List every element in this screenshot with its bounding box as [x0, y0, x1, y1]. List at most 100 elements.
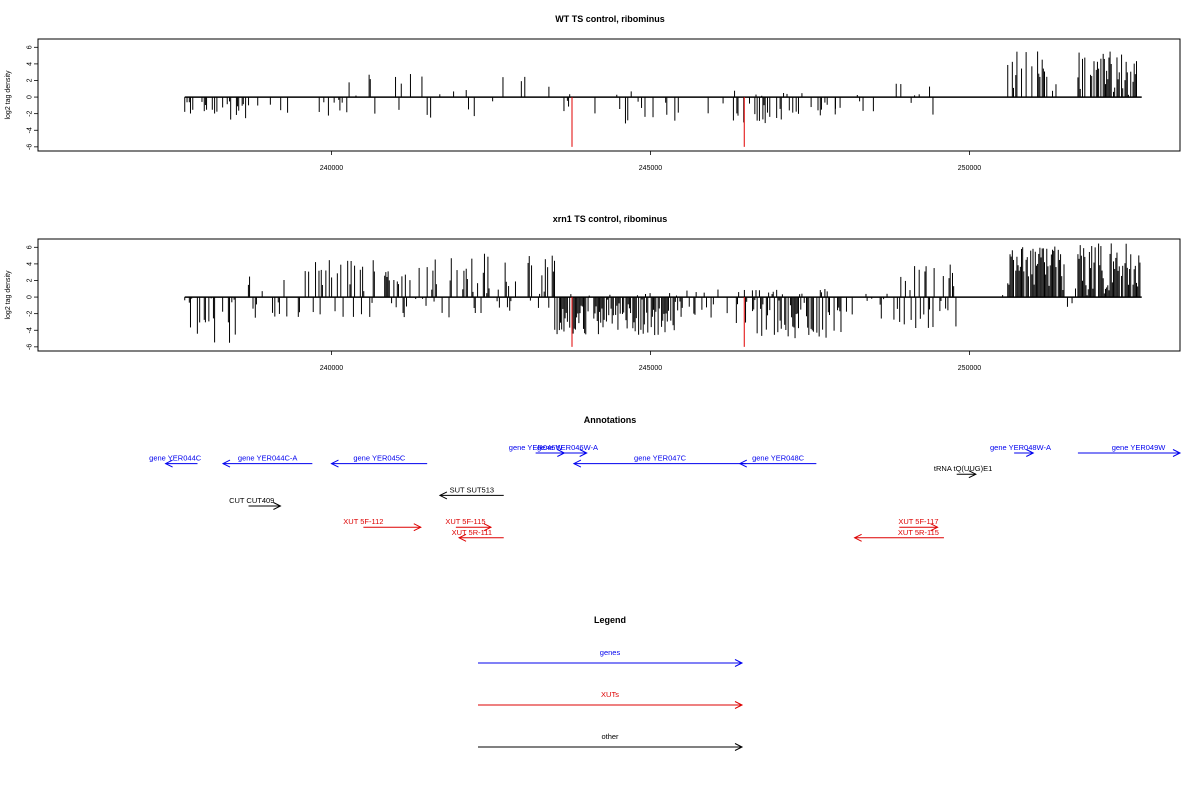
legend-label: other [601, 732, 619, 741]
feature-label: gene YER045C [353, 454, 406, 463]
feature-label: gene YER047C [634, 454, 687, 463]
feature-arrow [363, 523, 422, 532]
feature-arrow [457, 533, 504, 542]
arrow-head [221, 459, 231, 468]
feature-arrow [221, 459, 313, 468]
feature-label: XUT 5F-112 [343, 517, 383, 526]
annotation-feature: gene YER044C-A [221, 454, 313, 468]
panel-title: WT TS control, ribominus [555, 14, 665, 24]
x-tick-label: 250000 [958, 165, 981, 172]
panel-xrn1: xrn1 TS control, ribominus log2 tag dens… [5, 214, 1181, 372]
annotation-feature: gene YER047C [572, 454, 747, 468]
y-tick-label: 4 [26, 62, 33, 66]
feature-arrow [455, 523, 493, 532]
feature-arrow [1077, 449, 1182, 457]
arrow-head [413, 523, 422, 532]
annotation-feature: gene YER049W [1077, 443, 1182, 457]
plot-frame [37, 238, 1181, 352]
feature-arrow [564, 449, 588, 457]
feature-arrow [438, 491, 504, 500]
annotation-feature: gene YER044C [149, 454, 202, 468]
annotations-title: Annotations [584, 415, 637, 425]
feature-label: XUT 5F-115 [445, 517, 485, 526]
y-tick-label: 6 [27, 245, 34, 249]
feature-label: gene YER048W-A [990, 443, 1051, 452]
feature-label: tRNA tQ(UUG)E1 [934, 464, 992, 473]
legend-item: other [478, 732, 744, 751]
annotation-feature: gene YER046W-A [537, 443, 598, 457]
panel-wt: WT TS control, ribominus log2 tag densit… [5, 14, 1181, 172]
feature-label: gene YER049W [1112, 443, 1167, 452]
arrow-head [579, 449, 588, 457]
legend-label: XUTs [601, 690, 619, 699]
x-tick-label: 245000 [639, 165, 662, 172]
feature-label: XUT 5R-111 [452, 528, 492, 537]
x-tick-label: 240000 [320, 365, 343, 372]
x-tick-label: 240000 [320, 165, 343, 172]
arrow-head [738, 459, 748, 468]
legend-item: XUTs [478, 690, 744, 709]
feature-arrow [899, 523, 939, 532]
y-tick-label: -6 [27, 144, 34, 150]
feature-arrow [1014, 449, 1035, 457]
feature-label: gene YER044C [149, 454, 202, 463]
annotation-feature: XUT 5R-115 [853, 528, 944, 542]
arrow-head [968, 470, 977, 479]
x-tick-label: 250000 [958, 365, 981, 372]
arrow-head [930, 523, 939, 532]
arrow-head [734, 743, 744, 751]
y-tick-label: 0 [27, 95, 34, 99]
feature-arrow [248, 502, 282, 510]
arrow-head [483, 523, 493, 532]
legend-panel: Legend genes XUTs other [478, 615, 744, 751]
x-tick-label: 245000 [639, 365, 662, 372]
arrow-head [438, 491, 448, 500]
arrow-head [1026, 449, 1035, 457]
arrow-head [164, 459, 173, 468]
feature-arrow [853, 533, 944, 542]
plot-frame [37, 38, 1181, 152]
annotation-feature: gene YER045C [330, 454, 428, 468]
feature-label: CUT CUT409 [229, 496, 274, 505]
annotation-feature: CUT CUT409 [229, 496, 282, 510]
annotation-feature: XUT 5R-111 [452, 528, 504, 542]
y-tick-label: -2 [27, 310, 34, 316]
y-axis-label: log2 tag density [5, 270, 12, 320]
arrow-head [1172, 449, 1182, 457]
arrow-head [734, 701, 744, 709]
legend-arrow [478, 743, 744, 751]
feature-label: XUT 5R-115 [898, 528, 939, 537]
arrow-head [734, 659, 744, 667]
data-bars [184, 51, 1137, 124]
legend-title: Legend [594, 615, 626, 625]
annotation-feature: XUT 5F-115 [445, 517, 493, 532]
y-tick-label: 4 [27, 262, 34, 266]
y-tick-label: -4 [27, 127, 34, 133]
y-tick-label: 0 [27, 295, 34, 299]
arrow-head [572, 459, 582, 468]
feature-label: gene YER044C-A [238, 454, 297, 463]
y-tick-label: -2 [27, 110, 34, 116]
y-axis-label: log2 tag density [5, 70, 12, 120]
feature-arrow [956, 470, 977, 479]
legend-item: genes [478, 648, 744, 667]
annotation-feature: gene YER048C [738, 454, 817, 468]
annotation-feature: XUT 5F-112 [343, 517, 422, 532]
feature-label: gene YER046W-A [537, 443, 598, 452]
y-tick-label: 2 [27, 278, 34, 282]
arrow-head [457, 533, 467, 542]
feature-label: SUT SUT513 [450, 485, 494, 494]
y-tick-label: 6 [27, 45, 34, 49]
feature-label: gene YER048C [752, 454, 805, 463]
annotations-panel: Annotations gene YER044C gene YER044C-A ge… [149, 415, 1182, 542]
legend-arrow [478, 659, 744, 667]
feature-arrow [738, 459, 817, 468]
annotation-feature: SUT SUT513 [438, 485, 504, 500]
data-bars [184, 243, 1141, 343]
annotation-feature: gene YER048W-A [990, 443, 1051, 457]
arrow-head [853, 533, 862, 542]
arrow-head [330, 459, 339, 468]
feature-arrow [330, 459, 428, 468]
panel-title: xrn1 TS control, ribominus [553, 214, 668, 224]
